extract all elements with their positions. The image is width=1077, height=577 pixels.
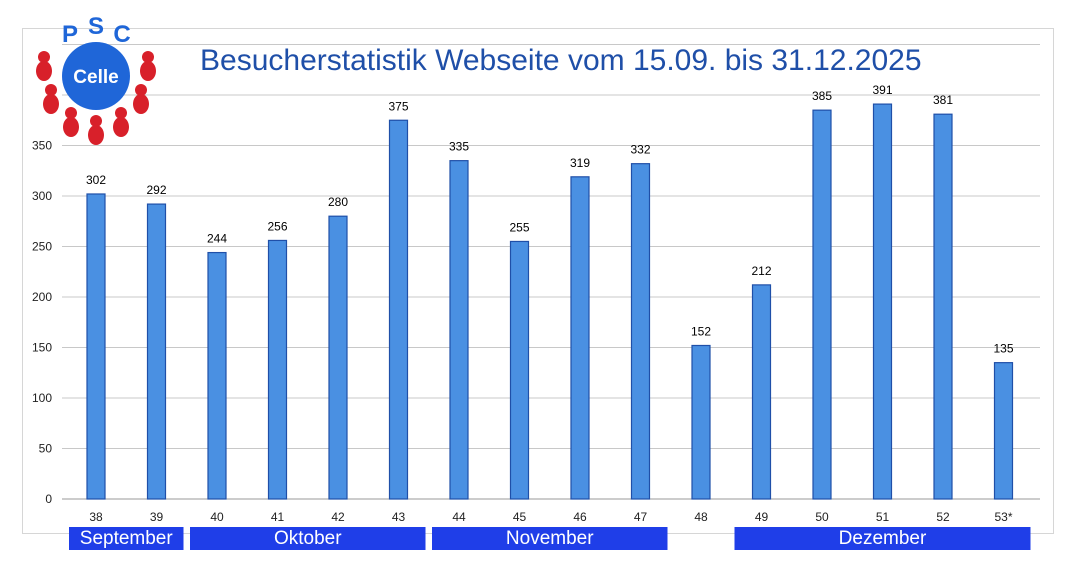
data-label: 244: [207, 232, 227, 246]
bar: [691, 344, 711, 500]
data-label: 280: [328, 195, 348, 209]
x-tick-label: 44: [452, 510, 466, 524]
x-tick-label: 47: [634, 510, 648, 524]
data-label: 332: [630, 143, 650, 157]
data-label: 255: [509, 220, 529, 234]
x-tick-label: 41: [271, 510, 285, 524]
x-tick-label: 51: [876, 510, 890, 524]
data-label: 391: [872, 83, 892, 97]
bar: [933, 113, 953, 500]
x-tick-label: 38: [89, 510, 103, 524]
data-label: 152: [691, 324, 711, 338]
data-label: 381: [933, 93, 953, 107]
x-tick-label: 45: [513, 510, 527, 524]
bar: [993, 362, 1014, 500]
y-tick-label: 50: [39, 442, 53, 456]
x-tick-label: 53*: [994, 510, 1012, 524]
month-band: [190, 527, 426, 550]
bar: [86, 193, 106, 500]
logo-center-text: Celle: [73, 67, 118, 88]
x-tick-label: 42: [331, 510, 345, 524]
y-tick-label: 250: [32, 240, 52, 254]
logo-arc-letter: P: [62, 21, 78, 48]
bar: [509, 240, 530, 500]
y-tick-label: 100: [32, 391, 52, 405]
data-label: 385: [812, 89, 832, 103]
bar: [812, 109, 832, 500]
data-label: 375: [388, 99, 408, 113]
x-tick-label: 46: [573, 510, 587, 524]
month-band: [69, 527, 184, 550]
data-label: 212: [751, 264, 771, 278]
x-tick-label: 50: [815, 510, 829, 524]
bar: [146, 203, 167, 500]
data-label: 292: [146, 183, 166, 197]
bar: [570, 176, 590, 500]
month-label: Oktober: [274, 528, 342, 549]
month-band: [734, 527, 1031, 550]
bar: [630, 163, 651, 500]
bar: [207, 251, 227, 500]
data-label: 135: [993, 342, 1013, 356]
x-tick-label: 43: [392, 510, 406, 524]
x-tick-label: 52: [936, 510, 950, 524]
bar: [328, 215, 348, 500]
bar: [449, 160, 469, 500]
data-label: 335: [449, 140, 469, 154]
data-label: 319: [570, 156, 590, 170]
x-tick-label: 48: [694, 510, 708, 524]
y-tick-label: 150: [32, 341, 52, 355]
y-tick-label: 0: [45, 492, 52, 506]
month-label: November: [506, 528, 594, 549]
y-tick-label: 200: [32, 290, 52, 304]
data-label: 302: [86, 173, 106, 187]
bar: [751, 284, 772, 500]
logo-arc-letter: S: [88, 14, 104, 40]
data-label: 256: [267, 219, 287, 233]
bar: [388, 119, 409, 500]
month-label: Dezember: [839, 528, 927, 549]
y-tick-label: 350: [32, 139, 52, 153]
x-tick-label: 40: [210, 510, 224, 524]
x-tick-label: 49: [755, 510, 769, 524]
chart-title: Besucherstatistik Webseite vom 15.09. bi…: [200, 44, 922, 77]
x-tick-label: 39: [150, 510, 164, 524]
logo-arc-letter: C: [113, 21, 130, 48]
bar: [267, 239, 288, 500]
bar: [872, 103, 893, 500]
y-tick-label: 300: [32, 189, 52, 203]
month-band: [432, 527, 668, 550]
month-label: September: [80, 528, 174, 549]
